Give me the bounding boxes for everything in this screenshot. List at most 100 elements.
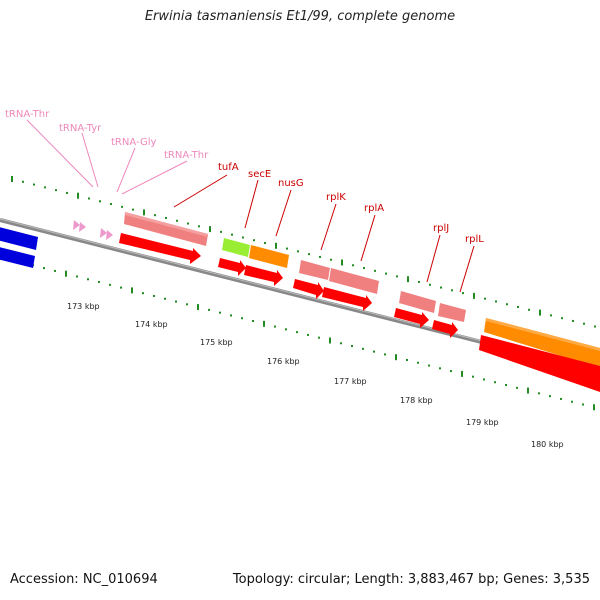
minor-tick xyxy=(175,300,177,303)
minor-tick xyxy=(231,233,233,236)
kbp-label: 176 kbp xyxy=(267,357,300,366)
major-tick xyxy=(197,304,199,311)
minor-tick xyxy=(440,286,442,289)
gene-label-rplK: rplK xyxy=(326,192,346,203)
major-tick xyxy=(143,209,145,216)
minor-tick xyxy=(319,255,321,258)
minor-tick xyxy=(264,242,266,245)
minor-tick xyxy=(428,364,430,367)
map-title: Erwinia tasmaniensis Et1/99, complete ge… xyxy=(144,9,456,24)
minor-tick xyxy=(132,208,134,211)
minor-tick xyxy=(582,403,584,406)
minor-tick xyxy=(76,275,78,278)
minor-tick xyxy=(472,375,474,378)
minor-tick xyxy=(417,361,419,364)
minor-tick xyxy=(549,395,551,398)
minor-tick xyxy=(528,308,530,311)
minor-tick xyxy=(286,247,288,250)
minor-tick xyxy=(484,297,486,300)
feature-blue-top[interactable] xyxy=(0,226,38,250)
gene-label-nusG: nusG xyxy=(278,178,304,189)
inner-tick-ring xyxy=(0,254,595,411)
minor-tick xyxy=(318,336,320,339)
minor-tick xyxy=(253,239,255,242)
minor-tick xyxy=(462,292,464,295)
topology-summary: Topology: circular; Length: 3,883,467 bp… xyxy=(232,572,590,587)
major-tick xyxy=(341,259,343,266)
minor-tick xyxy=(571,400,573,403)
minor-tick xyxy=(43,267,45,270)
major-tick xyxy=(11,176,13,182)
minor-tick xyxy=(450,370,452,373)
minor-tick xyxy=(560,397,562,400)
minor-tick xyxy=(583,322,585,325)
major-tick xyxy=(407,276,409,283)
minor-tick xyxy=(176,219,178,222)
gene-labels: tufA secE nusG rplK rplA rplJ rplL xyxy=(218,162,484,245)
minor-tick xyxy=(363,267,365,270)
minor-tick xyxy=(495,300,497,303)
minor-tick xyxy=(54,269,56,272)
minor-tick xyxy=(594,325,596,328)
minor-tick xyxy=(198,225,200,228)
minor-tick xyxy=(550,314,552,317)
minor-tick xyxy=(22,180,24,183)
major-tick xyxy=(395,354,397,361)
trna-label: tRNA-Thr xyxy=(5,109,50,120)
minor-tick xyxy=(307,333,309,336)
minor-tick xyxy=(384,353,386,356)
trna-label: tRNA-Tyr xyxy=(59,123,102,134)
minor-tick xyxy=(494,381,496,384)
trna-labels: tRNA-Thr tRNA-Tyr tRNA-Gly tRNA-Thr xyxy=(5,109,209,161)
gene-label-rplA: rplA xyxy=(364,203,384,214)
gene-label-secE: secE xyxy=(248,169,271,180)
kbp-label: 173 kbp xyxy=(67,302,100,311)
kbp-label: 177 kbp xyxy=(334,377,367,386)
trna-label: tRNA-Gly xyxy=(111,137,156,148)
minor-tick xyxy=(297,250,299,253)
minor-tick xyxy=(296,331,298,334)
major-tick xyxy=(77,192,79,199)
minor-tick xyxy=(538,392,540,395)
trna-markers xyxy=(73,220,113,240)
minor-tick xyxy=(55,189,57,192)
minor-tick xyxy=(44,186,46,189)
minor-tick xyxy=(142,292,144,295)
kbp-label: 178 kbp xyxy=(400,396,433,405)
minor-tick xyxy=(220,230,222,233)
major-tick xyxy=(329,337,331,344)
minor-tick xyxy=(385,272,387,275)
minor-tick xyxy=(362,347,364,350)
minor-tick xyxy=(98,281,100,284)
minor-tick xyxy=(561,317,563,320)
minor-tick xyxy=(110,203,112,206)
outer-tick-ring xyxy=(11,176,596,328)
trna-leaders xyxy=(26,119,188,195)
minor-tick xyxy=(516,386,518,389)
minor-tick xyxy=(308,253,310,256)
minor-tick xyxy=(396,275,398,278)
trna-label: tRNA-Thr xyxy=(164,150,209,161)
minor-tick xyxy=(340,342,342,345)
minor-tick xyxy=(241,317,243,320)
minor-tick xyxy=(154,214,156,217)
minor-tick xyxy=(165,216,167,219)
feature-blue-bottom[interactable] xyxy=(0,246,35,268)
minor-tick xyxy=(351,345,353,348)
kbp-label: 175 kbp xyxy=(200,338,233,347)
cds-arrows[interactable] xyxy=(119,233,600,392)
minor-tick xyxy=(274,325,276,328)
kbp-label: 180 kbp xyxy=(531,440,564,449)
minor-tick xyxy=(187,222,189,225)
cog-strand-bars[interactable] xyxy=(124,212,600,368)
major-tick xyxy=(65,270,67,277)
minor-tick xyxy=(451,289,453,292)
minor-tick xyxy=(517,306,519,309)
minor-tick xyxy=(285,328,287,331)
minor-tick xyxy=(121,205,123,208)
major-tick xyxy=(263,320,265,327)
minor-tick xyxy=(373,350,375,353)
minor-tick xyxy=(153,294,155,297)
kbp-label: 174 kbp xyxy=(135,320,168,329)
